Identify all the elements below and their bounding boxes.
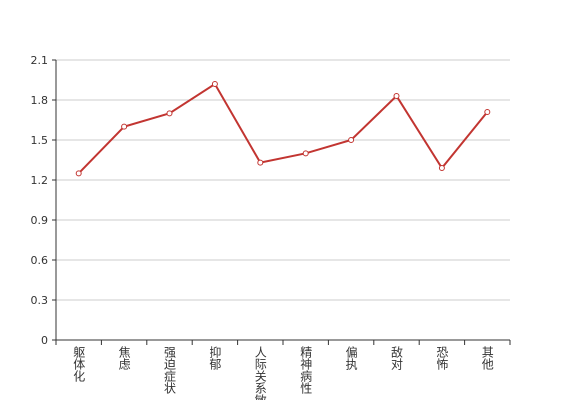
point bbox=[121, 123, 128, 130]
point bbox=[75, 170, 82, 177]
y-tick-label: 1.5 bbox=[31, 134, 49, 147]
y-tick-label: 0.3 bbox=[31, 294, 49, 307]
y-tick-label: 2.1 bbox=[31, 54, 49, 67]
x-tick-label: 其他 bbox=[480, 346, 494, 370]
point bbox=[257, 159, 264, 166]
x-tick-label: 精神病性 bbox=[299, 346, 313, 395]
x-tick-label: 焦虑 bbox=[117, 346, 131, 370]
x-tick-label: 抑郁 bbox=[208, 345, 222, 371]
y-tick-label: 0.6 bbox=[31, 254, 49, 267]
point bbox=[484, 109, 491, 115]
point bbox=[348, 137, 355, 143]
point bbox=[393, 93, 400, 99]
point bbox=[438, 165, 445, 171]
x-tick-label: 躯体化 bbox=[72, 345, 86, 383]
y-tick-label: 1.2 bbox=[31, 174, 49, 187]
x-tick-label: 敌对 bbox=[390, 345, 404, 370]
x-tick-label: 恐怖 bbox=[435, 346, 449, 370]
y-tick-label: 0 bbox=[41, 334, 48, 347]
x-tick-label: 强迫症状 bbox=[163, 346, 177, 394]
line bbox=[77, 82, 489, 175]
point bbox=[166, 110, 173, 117]
x-tick-label: 人际关系敏感 bbox=[253, 346, 267, 400]
point bbox=[211, 81, 218, 87]
x-tick-label: 偏执 bbox=[344, 345, 358, 371]
y-tick-label: 1.8 bbox=[31, 94, 49, 107]
point bbox=[302, 150, 309, 157]
y-tick-label: 0.9 bbox=[31, 214, 49, 227]
